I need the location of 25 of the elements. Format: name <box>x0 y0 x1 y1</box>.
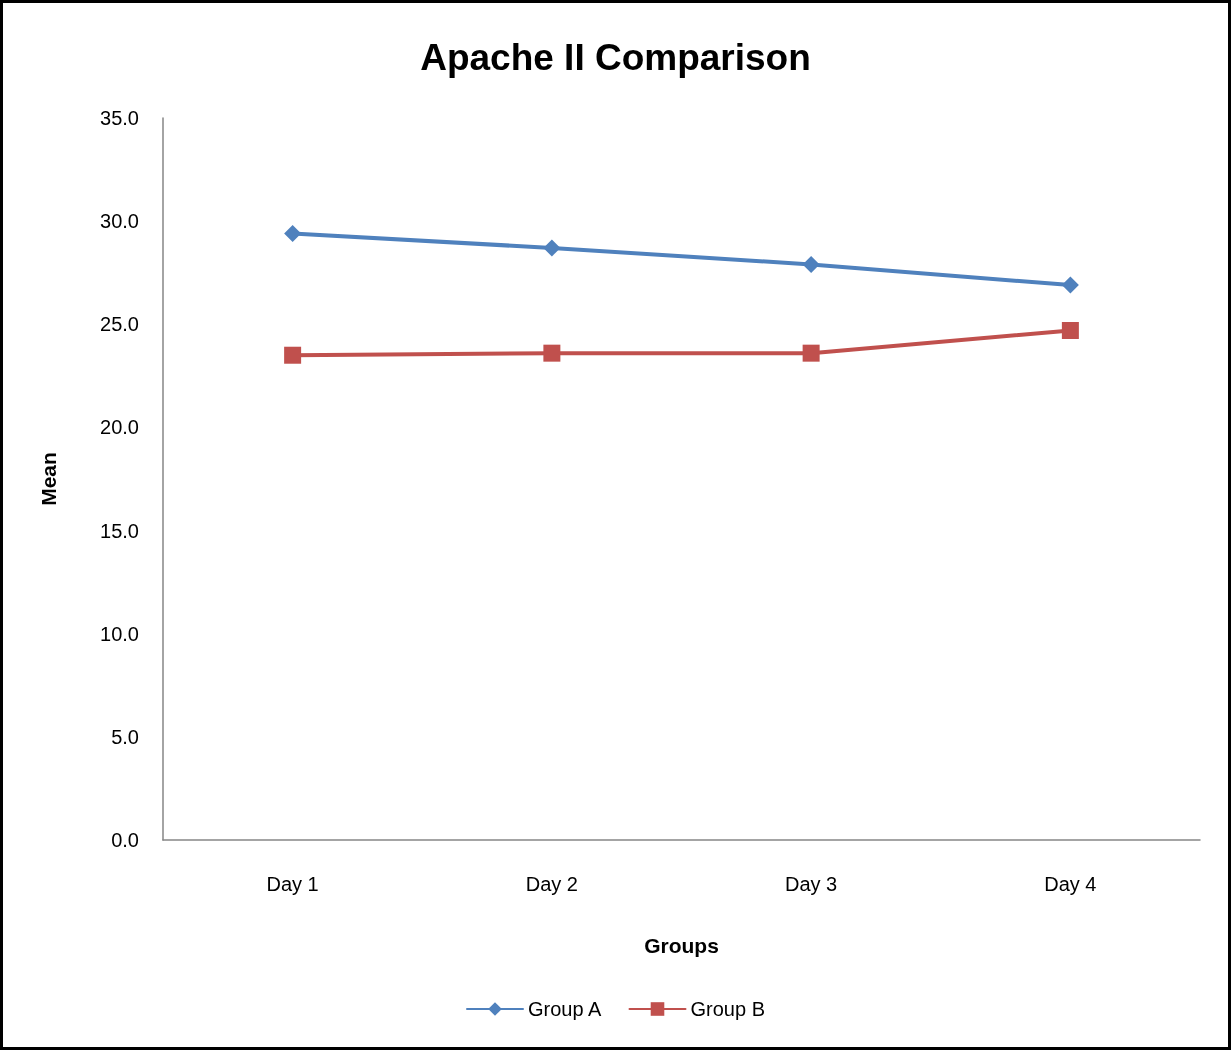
point <box>543 344 561 362</box>
x-tick-label: Day 1 <box>266 873 319 895</box>
y-tick-label: 20.0 <box>100 416 139 439</box>
y-tick-label: 5.0 <box>111 725 139 748</box>
point <box>543 239 561 257</box>
point <box>802 255 820 273</box>
point <box>284 225 302 243</box>
x-axis-title: Groups <box>644 934 719 957</box>
y-axis-title: Mean <box>37 452 60 506</box>
point <box>1061 276 1079 294</box>
chart-title: Apache II Comparison <box>420 37 811 78</box>
y-tick-label: 25.0 <box>100 313 139 336</box>
y-tick-label: 30.0 <box>100 210 139 233</box>
point <box>802 344 820 362</box>
y-tick-label: 0.0 <box>111 829 139 851</box>
y-tick-label: 10.0 <box>100 622 139 645</box>
point <box>1061 321 1079 339</box>
y-tick-label: 35.0 <box>100 107 139 129</box>
y-tick-label: 15.0 <box>100 519 139 542</box>
legend-label: Group A <box>528 998 603 1020</box>
point <box>284 346 302 364</box>
x-tick-label: Day 2 <box>525 873 578 895</box>
legend-label: Group B <box>690 998 765 1020</box>
x-tick-label: Day 3 <box>785 873 838 895</box>
x-tick-label: Day 4 <box>1044 873 1097 895</box>
